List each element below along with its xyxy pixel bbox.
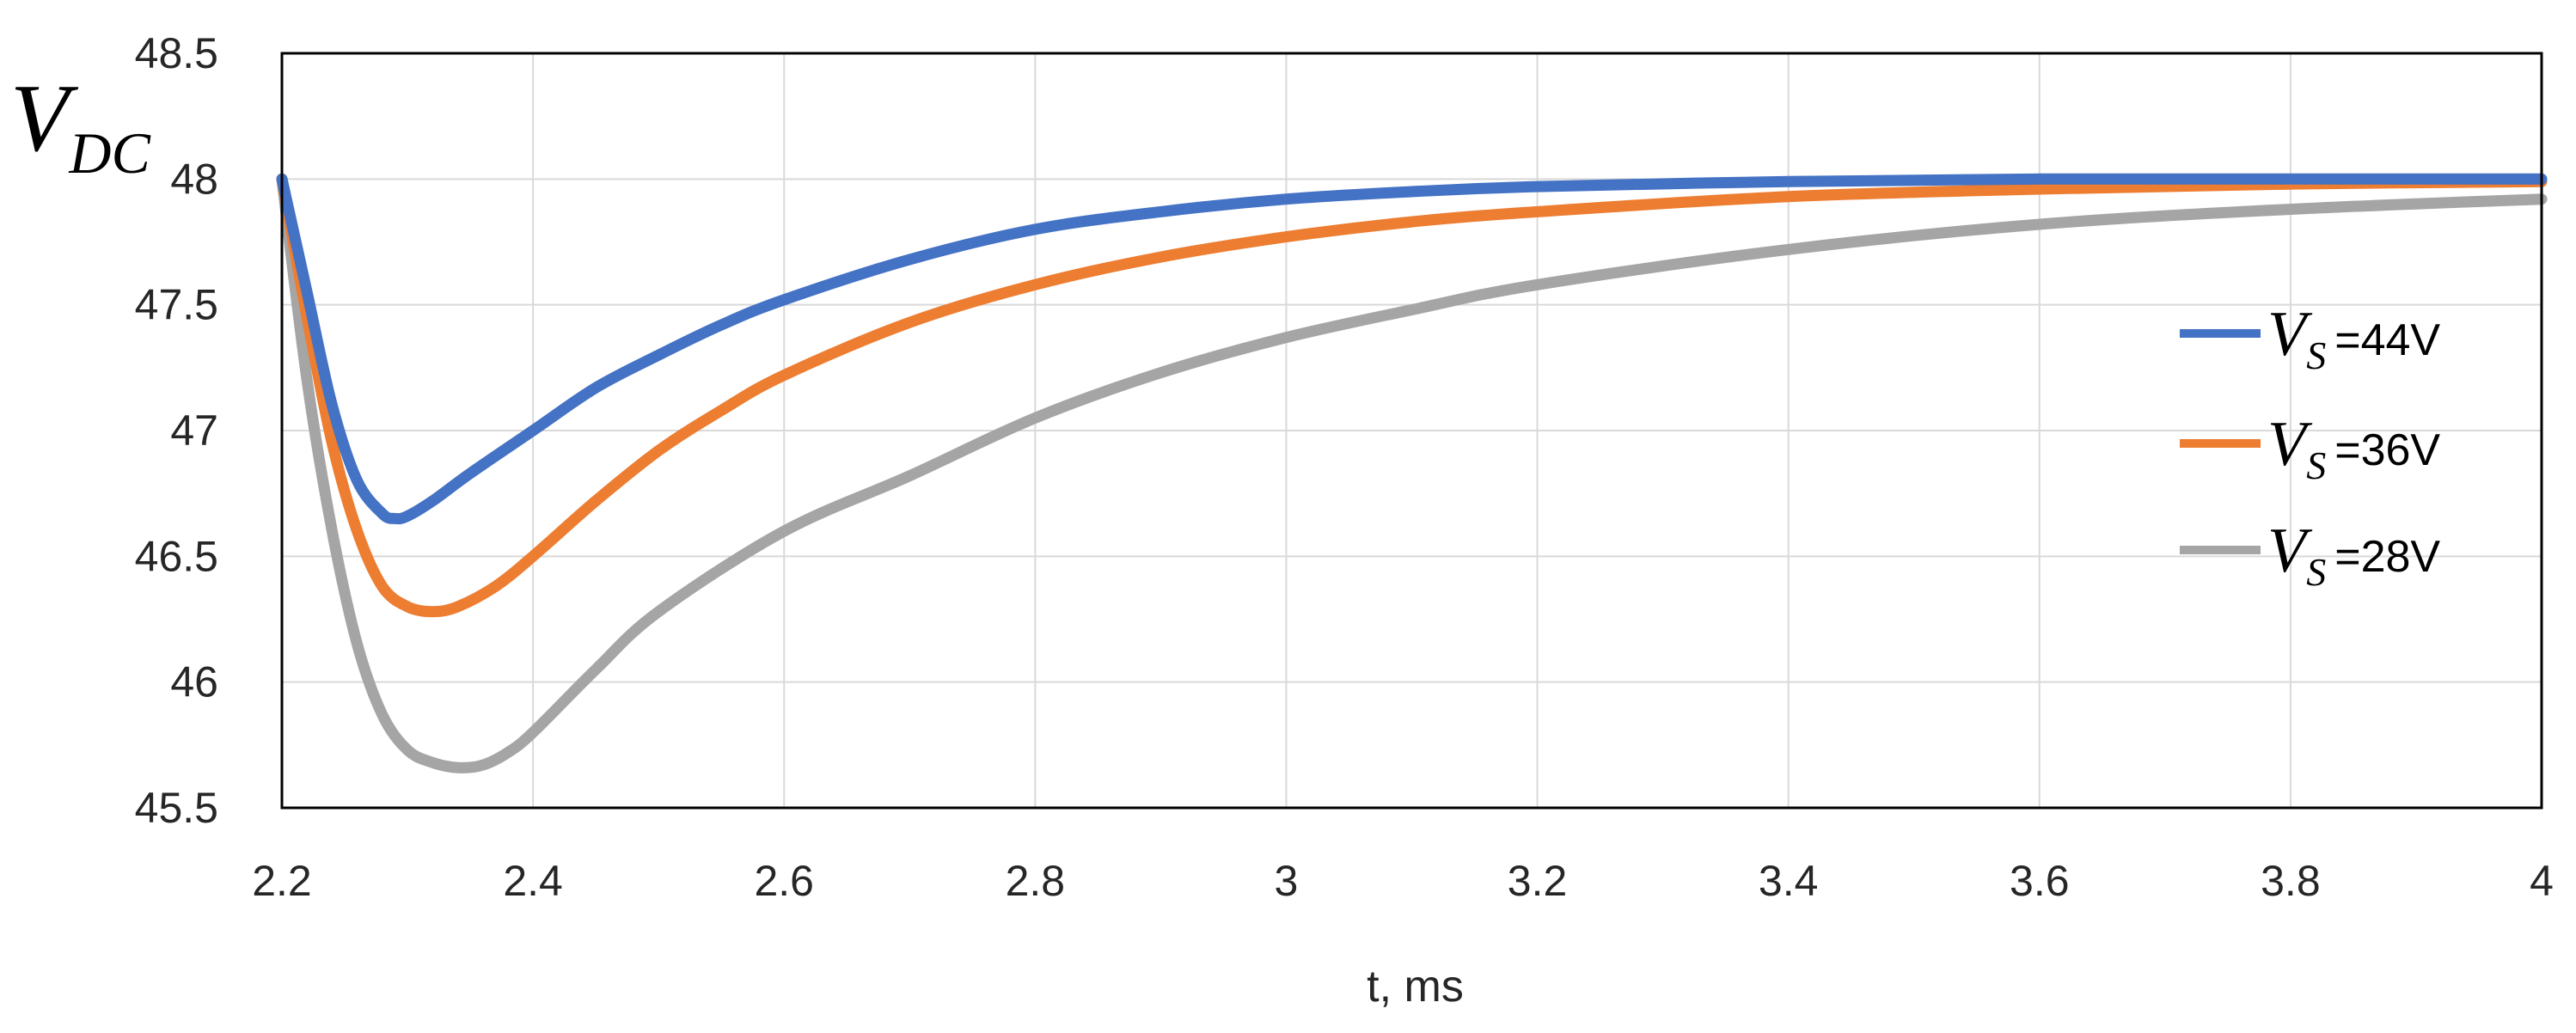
series-line [276,173,2548,618]
series-line [276,173,2548,525]
y-tick-label: 48.5 [135,29,218,77]
y-tick-label: 46.5 [135,532,218,580]
y-tick-label: 47 [170,406,218,455]
y-tick-label: 48 [170,155,218,203]
series-group [276,173,2548,773]
y-tick-label: 46 [170,658,218,706]
plot-area-frame [280,52,2543,810]
y-axis-title-sub: DC [68,120,150,186]
x-tick-label: 3 [1275,857,1299,905]
x-tick-label: 4 [2530,857,2554,905]
gridlines [281,52,2542,809]
legend-label-symbol: V [2267,299,2313,370]
legend-label-subscript: S [2306,333,2326,377]
x-tick-label: 3.8 [2261,857,2321,905]
x-tick-label: 3.6 [2010,857,2070,905]
legend-label-value: =44V [2334,315,2440,365]
y-axis-title-main: V [10,65,79,172]
legend-label-symbol: V [2267,516,2313,586]
series-line [276,173,2548,773]
x-tick-label: 2.4 [503,857,563,905]
legend-label-value: =36V [2334,425,2440,475]
y-axis-title: VDC [10,65,151,186]
x-tick-label: 2.6 [754,857,814,905]
y-axis-tick-labels: 45.5 46 46.5 47 47.5 48 48.5 [135,29,218,832]
legend-label: VS =44V [2267,299,2440,377]
legend-label: VS =36V [2267,409,2440,487]
x-tick-label: 2.8 [1006,857,1066,905]
legend-label-subscript: S [2306,550,2326,594]
x-tick-label: 2.2 [252,857,312,905]
x-tick-label: 3.2 [1508,857,1568,905]
x-tick-label: 3.4 [1759,857,1819,905]
legend-label-subscript: S [2306,443,2326,487]
x-axis-title: t, ms [1367,962,1464,1012]
y-tick-label: 45.5 [135,784,218,832]
y-tick-label: 47.5 [135,281,218,329]
legend-label: VS =28V [2267,516,2440,594]
legend-label-value: =28V [2334,532,2440,582]
legend-label-symbol: V [2267,409,2313,480]
x-axis-tick-labels: 2.2 2.4 2.6 2.8 3 3.2 3.4 3.6 3.8 4 [252,857,2554,905]
